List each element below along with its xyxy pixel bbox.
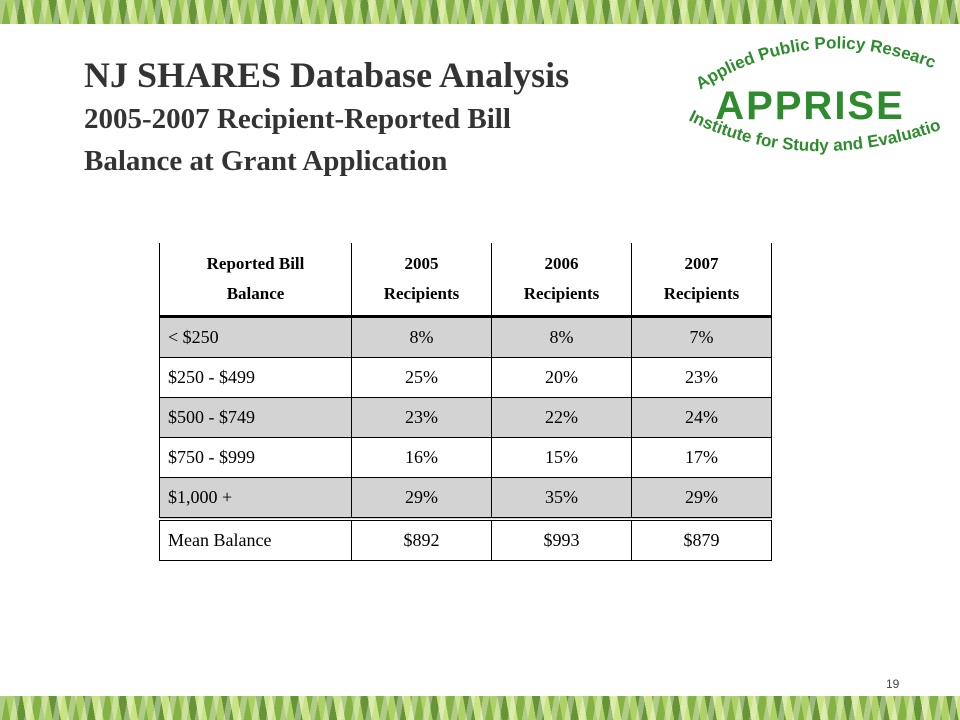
header-2007-recipients: 2007 Recipients: [631, 243, 772, 318]
slide-subtitle-line-1: 2005-2007 Recipient-Reported Bill: [84, 103, 511, 135]
bill-balance-table: Reported Bill Balance 2005 Recipients 20…: [159, 243, 772, 561]
cell-2006: $993: [491, 518, 632, 561]
cell-2006: 22%: [491, 397, 632, 438]
cell-2006: 8%: [491, 316, 632, 358]
decorative-top-band: [0, 0, 960, 24]
slide-title-block: NJ SHARES Database Analysis 2005-2007 Re…: [84, 52, 684, 182]
row-label: $500 - $749: [159, 397, 352, 438]
header-line: 2007: [684, 254, 719, 273]
row-label: Mean Balance: [159, 518, 352, 561]
header-reported-bill-balance: Reported Bill Balance: [159, 243, 352, 318]
header-line: Recipients: [663, 284, 740, 303]
row-label: < $250: [159, 316, 352, 358]
page-number: 19: [886, 677, 900, 691]
table-row: $500 - $749 23% 22% 24%: [159, 397, 772, 438]
slide-subtitle-line-2: Balance at Grant Application: [84, 145, 448, 177]
header-line: 2006: [544, 254, 579, 273]
row-label: $1,000 +: [159, 477, 352, 521]
cell-2007: 23%: [631, 357, 772, 398]
cell-2007: 24%: [631, 397, 772, 438]
cell-2007: $879: [631, 518, 772, 561]
decorative-bottom-band: [0, 696, 960, 720]
table-header-row: Reported Bill Balance 2005 Recipients 20…: [159, 243, 772, 318]
cell-2005: 23%: [351, 397, 492, 438]
table-row-mean: Mean Balance $892 $993 $879: [159, 518, 772, 561]
table-row: $750 - $999 16% 15% 17%: [159, 437, 772, 478]
table-row: < $250 8% 8% 7%: [159, 316, 772, 358]
header-2006-recipients: 2006 Recipients: [491, 243, 632, 318]
cell-2005: $892: [351, 518, 492, 561]
row-label: $250 - $499: [159, 357, 352, 398]
row-label: $750 - $999: [159, 437, 352, 478]
cell-2007: 7%: [631, 316, 772, 358]
logo-name: APPRISE: [715, 84, 905, 128]
cell-2006: 15%: [491, 437, 632, 478]
table-row: $250 - $499 25% 20% 23%: [159, 357, 772, 398]
cell-2005: 25%: [351, 357, 492, 398]
cell-2006: 20%: [491, 357, 632, 398]
header-line: 2005: [404, 254, 439, 273]
header-line: Recipients: [523, 284, 600, 303]
slide-title: NJ SHARES Database Analysis: [84, 55, 570, 95]
cell-2005: 29%: [351, 477, 492, 521]
cell-2005: 8%: [351, 316, 492, 358]
apprise-logo: Applied Public Policy Research APPRISE I…: [670, 28, 943, 155]
cell-2005: 16%: [351, 437, 492, 478]
cell-2007: 29%: [631, 477, 772, 521]
header-line: Recipients: [383, 284, 460, 303]
header-line: Reported Bill: [206, 254, 305, 273]
header-2005-recipients: 2005 Recipients: [351, 243, 492, 318]
table-row: $1,000 + 29% 35% 29%: [159, 477, 772, 521]
cell-2007: 17%: [631, 437, 772, 478]
header-line: Balance: [226, 284, 285, 303]
cell-2006: 35%: [491, 477, 632, 521]
